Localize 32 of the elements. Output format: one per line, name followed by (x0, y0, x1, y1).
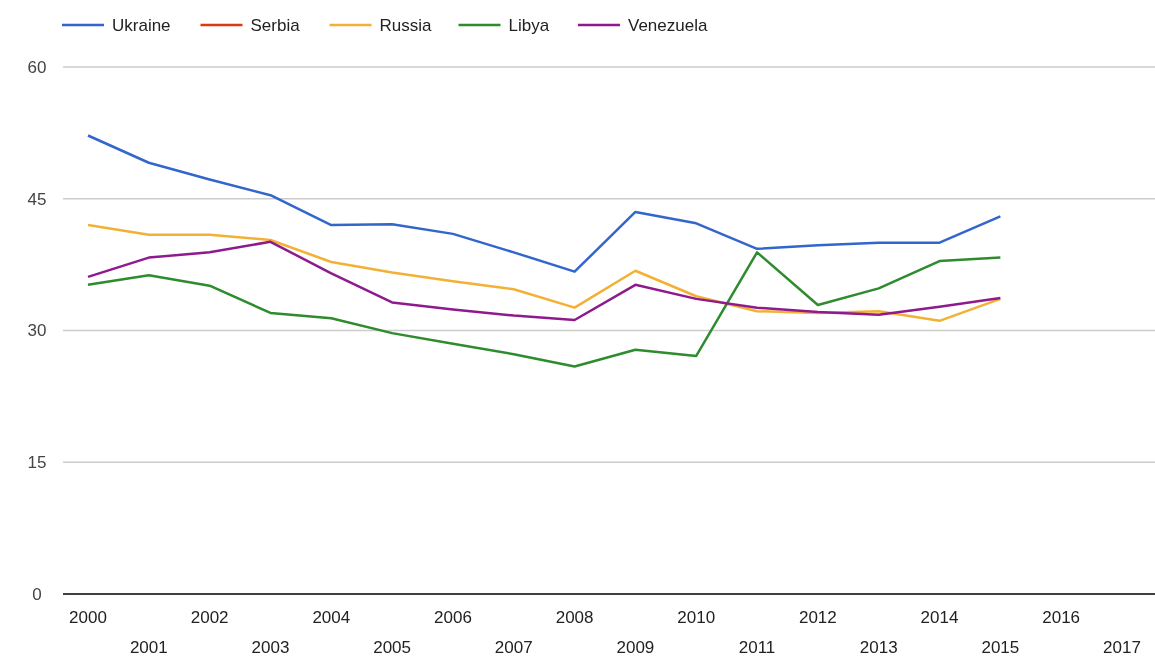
y-tick-label: 60 (27, 57, 47, 77)
y-tick-label: 15 (27, 453, 47, 473)
x-tick-label: 2007 (494, 638, 533, 657)
x-tick-label: 2011 (738, 638, 776, 657)
x-tick-label: 2014 (920, 608, 959, 627)
legend-label: Russia (379, 15, 433, 35)
x-tick-label: 2003 (251, 638, 290, 657)
x-tick-label: 2006 (434, 608, 472, 627)
x-tick-label: 2013 (859, 638, 898, 657)
x-tick-label: 2005 (373, 638, 412, 657)
y-tick-label: 45 (27, 189, 47, 209)
x-tick-label: 2004 (312, 608, 351, 627)
line-series (86, 223, 1002, 323)
x-tick-label: 2002 (190, 608, 229, 627)
legend-label: Ukraine (112, 15, 171, 35)
x-tick-label: 2017 (1103, 638, 1141, 657)
legend-label: Venezuela (628, 15, 708, 35)
x-tick-label: 2000 (69, 608, 107, 627)
line-series (86, 240, 1002, 322)
x-tick-label: 2010 (677, 608, 716, 627)
x-tick-label: 2015 (981, 638, 1020, 657)
x-tick-label: 2016 (1042, 608, 1081, 627)
x-tick-label: 2009 (616, 638, 655, 657)
y-tick-label: 30 (27, 321, 47, 341)
line-series (86, 251, 1002, 368)
y-tick-label: 0 (32, 584, 42, 604)
x-tick-label: 2001 (129, 638, 168, 657)
legend-label: Serbia (250, 15, 301, 35)
x-tick-label: 2008 (555, 608, 594, 627)
legend-label: Libya (508, 15, 550, 35)
x-tick-label: 2012 (798, 608, 837, 627)
line-series (86, 134, 1002, 273)
